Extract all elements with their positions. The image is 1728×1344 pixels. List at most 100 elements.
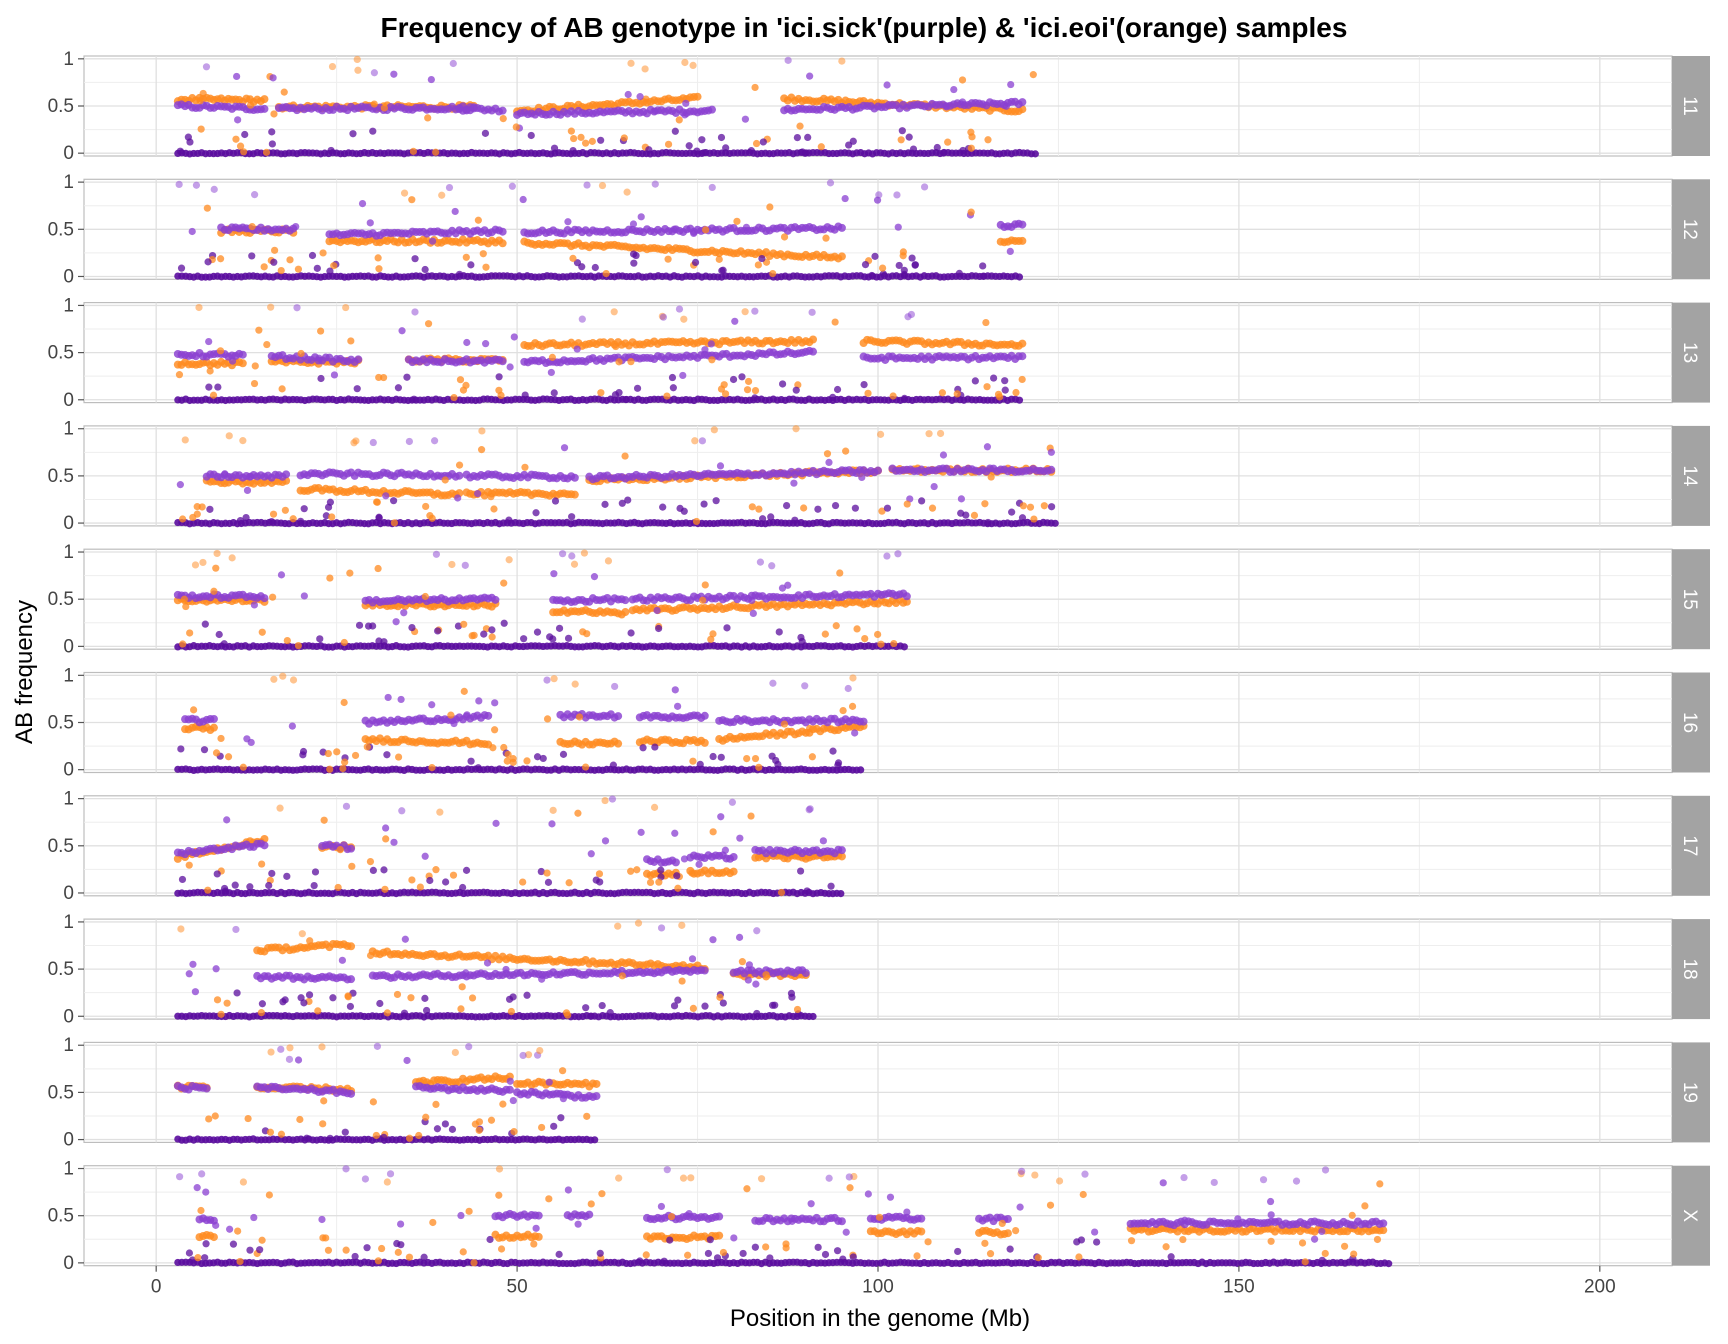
data-point xyxy=(342,303,350,312)
data-point xyxy=(186,629,194,637)
data-point xyxy=(851,504,859,512)
data-point xyxy=(279,672,287,680)
data-point xyxy=(821,630,829,638)
data-point xyxy=(621,596,630,605)
data-point xyxy=(354,355,363,364)
data-point xyxy=(650,803,659,811)
data-point xyxy=(551,497,560,505)
data-point xyxy=(673,872,681,880)
data-point xyxy=(819,837,827,845)
data-point xyxy=(268,128,276,136)
data-point xyxy=(590,573,599,581)
data-point xyxy=(709,828,717,836)
data-point xyxy=(864,389,872,397)
data-point xyxy=(627,358,635,366)
data-point xyxy=(902,592,911,601)
data-point xyxy=(825,458,833,467)
data-point xyxy=(876,430,885,438)
data-point xyxy=(690,229,698,238)
data-point xyxy=(185,861,193,869)
data-point xyxy=(328,62,337,71)
data-point xyxy=(1018,98,1027,107)
y-tick-label: 0 xyxy=(63,390,74,411)
data-point xyxy=(409,147,417,155)
data-point xyxy=(575,713,584,721)
data-point xyxy=(925,430,933,438)
data-point xyxy=(861,635,869,643)
data-point xyxy=(844,684,852,693)
data-point xyxy=(460,620,468,628)
data-point xyxy=(258,628,266,636)
data-point xyxy=(487,493,495,501)
data-point xyxy=(508,182,516,190)
data-point xyxy=(1019,502,1027,510)
data-point xyxy=(837,223,846,232)
data-point xyxy=(583,181,591,189)
data-point xyxy=(809,335,818,344)
data-point xyxy=(543,676,551,684)
y-tick-label: 0 xyxy=(63,883,74,904)
data-point xyxy=(498,357,507,366)
data-point xyxy=(491,726,499,734)
data-point xyxy=(548,353,557,361)
data-point xyxy=(250,379,259,388)
zero-band-points xyxy=(174,642,908,651)
facet-panels: 00.511100.511200.511300.511400.511500.51… xyxy=(48,49,1710,1274)
data-point xyxy=(827,882,835,890)
data-point xyxy=(209,391,218,399)
data-point xyxy=(214,383,222,391)
data-point xyxy=(373,498,381,506)
data-point xyxy=(293,304,301,312)
data-point xyxy=(221,887,230,895)
data-point xyxy=(544,878,553,886)
data-point xyxy=(348,862,356,870)
y-tick-label: 0 xyxy=(63,636,74,657)
data-point xyxy=(766,203,774,211)
data-point xyxy=(680,315,688,323)
data-point xyxy=(582,763,590,771)
data-point xyxy=(909,145,918,153)
data-point xyxy=(767,513,775,521)
data-point xyxy=(894,550,902,558)
data-point xyxy=(717,813,725,821)
data-point xyxy=(498,239,507,248)
data-point xyxy=(871,252,879,260)
data-point xyxy=(490,505,498,513)
facet-strip-label: 17 xyxy=(1679,835,1700,856)
data-point xyxy=(313,264,321,272)
data-point xyxy=(221,470,229,478)
data-point xyxy=(808,753,816,761)
data-point xyxy=(702,226,710,234)
data-point xyxy=(879,270,887,278)
data-point xyxy=(347,337,355,345)
data-point xyxy=(775,628,783,636)
data-point xyxy=(450,719,458,728)
data-point xyxy=(751,83,759,92)
data-point xyxy=(549,635,557,643)
data-point xyxy=(751,307,759,315)
data-point xyxy=(238,350,247,359)
data-point xyxy=(641,65,649,73)
data-point xyxy=(191,561,200,569)
data-point xyxy=(430,437,439,445)
data-point xyxy=(247,472,255,481)
data-point xyxy=(944,138,952,146)
data-point xyxy=(957,509,965,517)
data-point xyxy=(565,879,573,887)
data-point xyxy=(751,394,759,402)
data-point xyxy=(330,262,338,270)
data-point xyxy=(179,640,187,648)
data-point xyxy=(900,266,908,274)
data-point xyxy=(488,633,496,641)
data-point xyxy=(681,111,689,119)
data-point xyxy=(671,858,680,867)
data-point xyxy=(375,513,383,521)
data-point xyxy=(327,146,335,155)
data-point xyxy=(394,384,403,392)
data-point xyxy=(696,760,704,769)
data-point xyxy=(459,883,467,892)
segment-points xyxy=(173,335,1027,370)
data-point xyxy=(950,85,958,94)
data-point xyxy=(883,81,891,89)
